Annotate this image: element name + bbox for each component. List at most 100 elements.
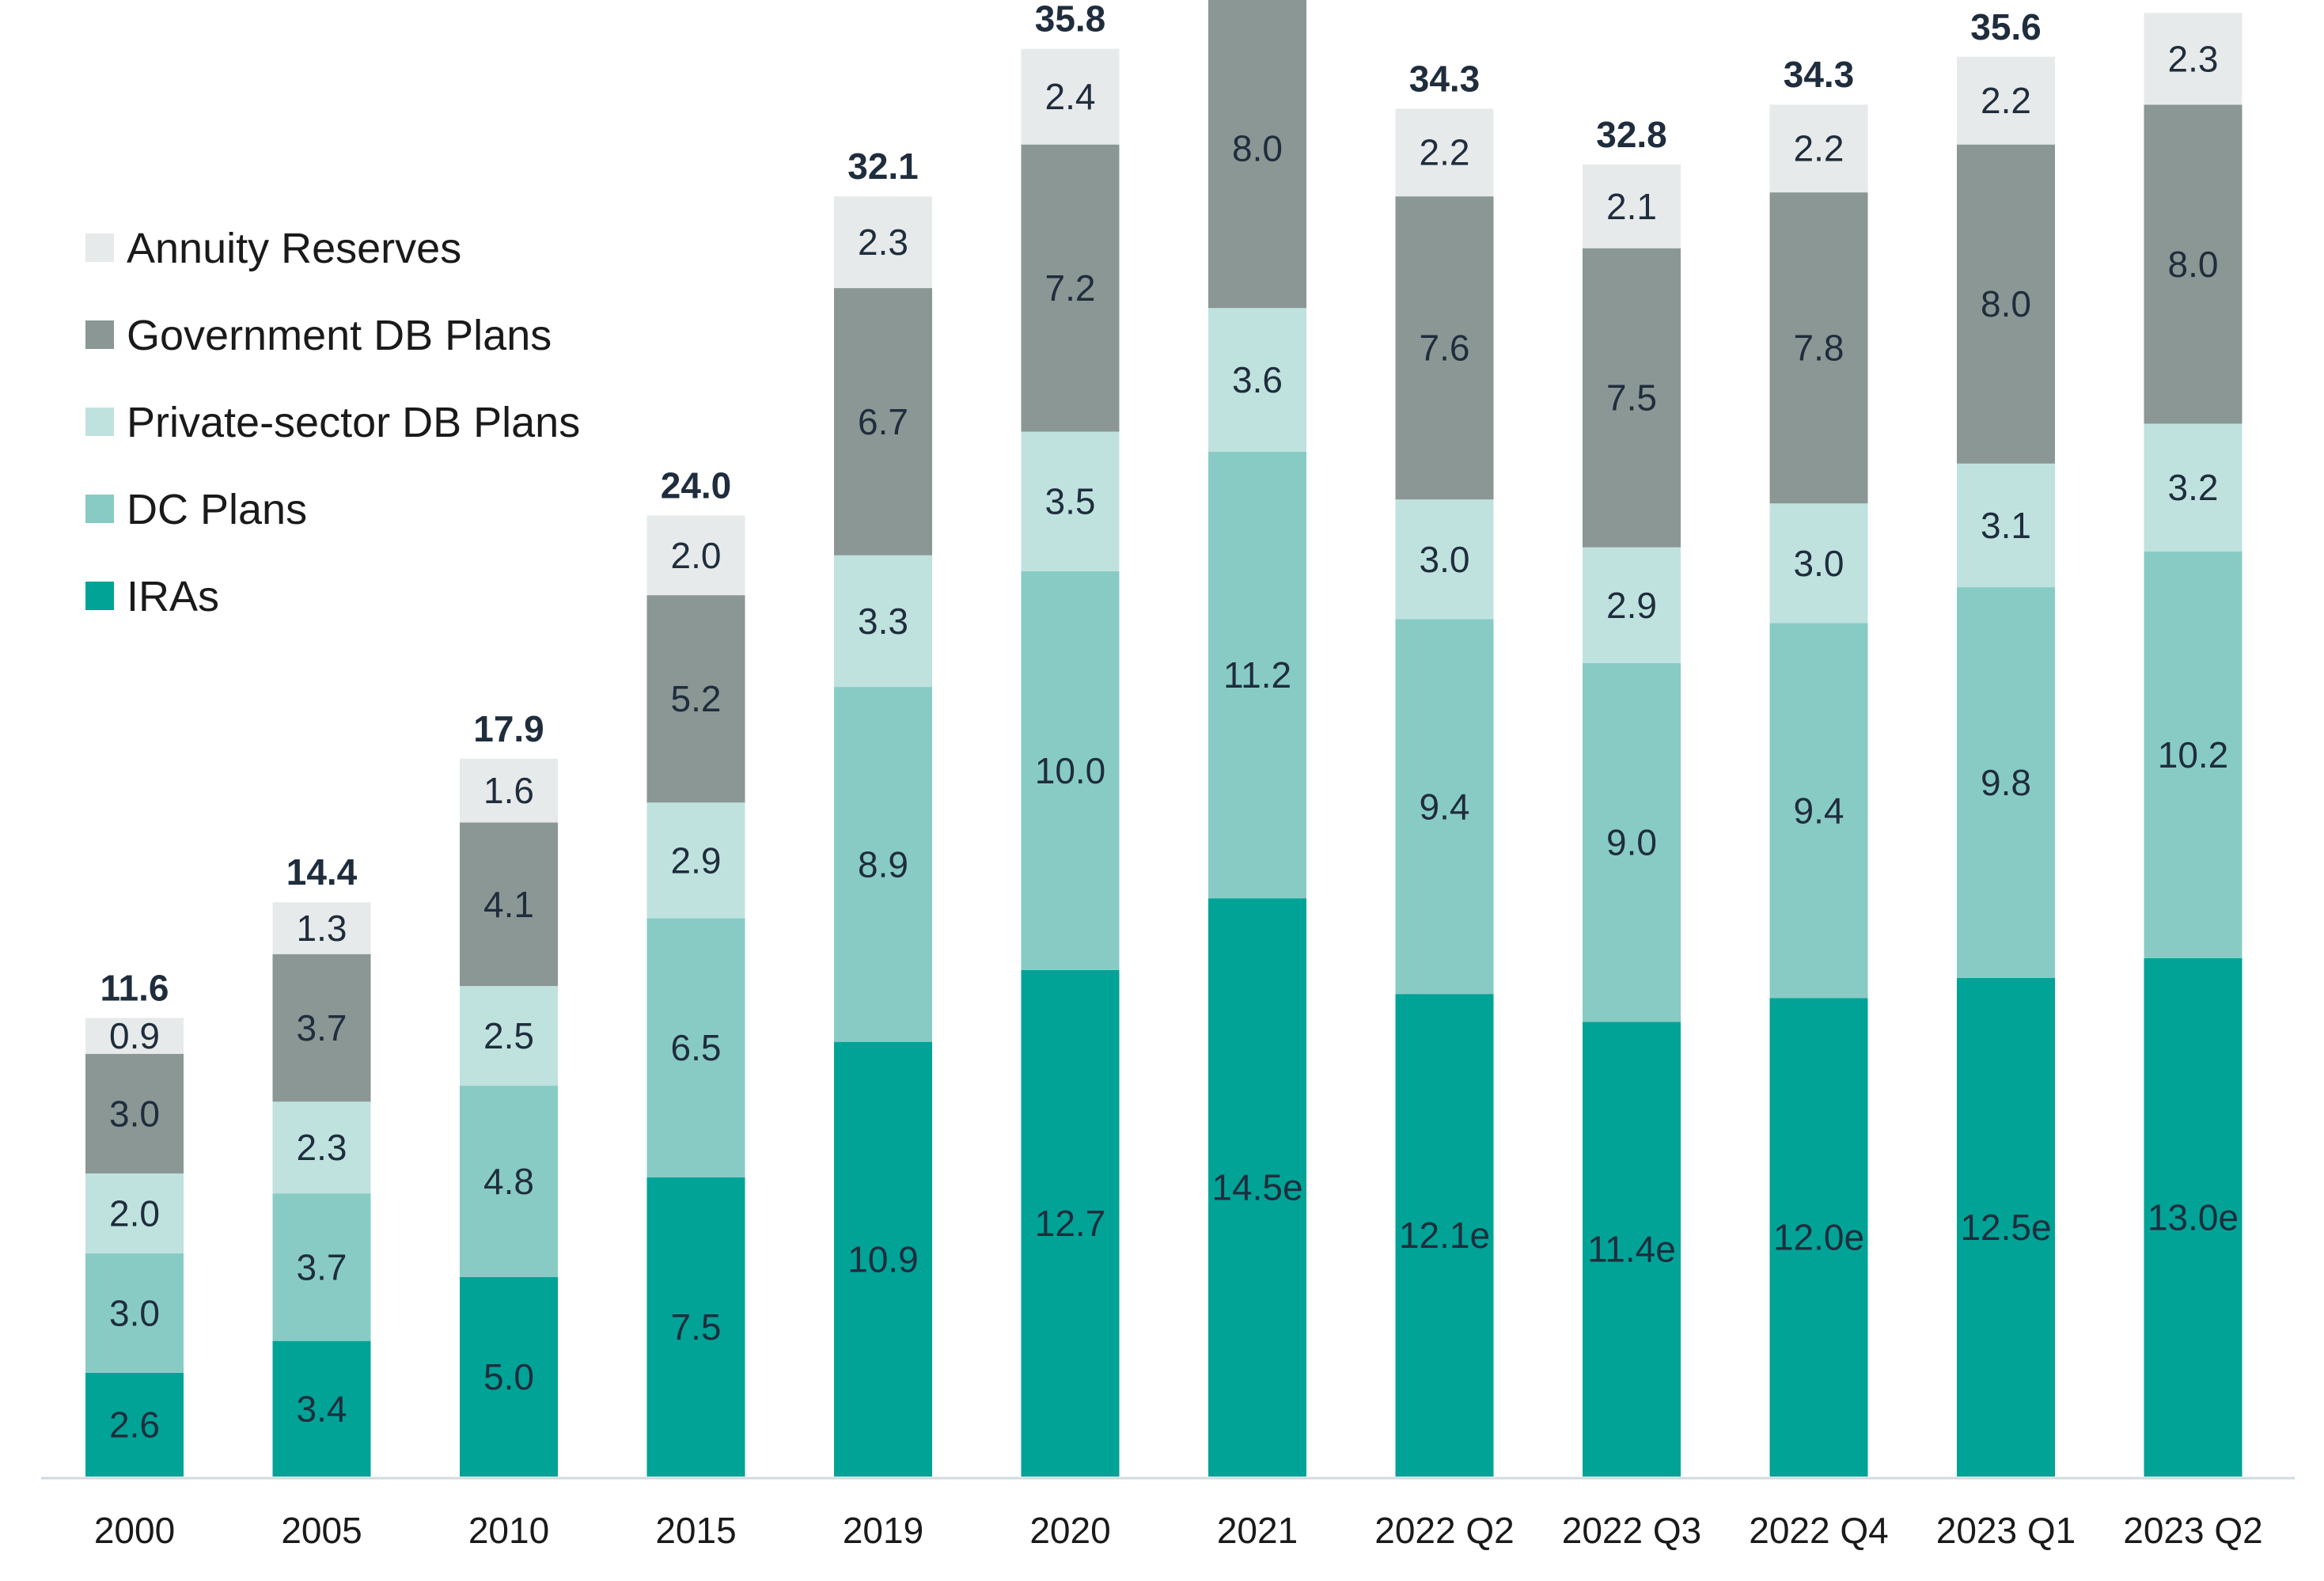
bar-iras-2021 bbox=[1208, 898, 1306, 1477]
data-label-annuity-reserves-2022-q2: 2.2 bbox=[1420, 132, 1470, 173]
bar-annuity-reserves-2019 bbox=[834, 196, 932, 289]
data-label-government-db-plans-2010: 4.1 bbox=[483, 884, 534, 925]
data-label-annuity-reserves-2000: 0.9 bbox=[109, 1015, 160, 1056]
data-label-government-db-plans-2021: 8.0 bbox=[1232, 128, 1283, 169]
bar-annuity-reserves-2005 bbox=[272, 902, 371, 954]
data-label-iras-2023-q2: 13.0e bbox=[2148, 1196, 2239, 1238]
bar-private-sector-db-plans-2022-q2 bbox=[1395, 499, 1494, 620]
bar-private-sector-db-plans-2005 bbox=[272, 1101, 371, 1194]
legend-swatch-dc-plans bbox=[85, 495, 114, 523]
data-label-dc-plans-2022-q4: 9.4 bbox=[1794, 790, 1844, 831]
data-label-private-sector-db-plans-2000: 2.0 bbox=[109, 1192, 160, 1234]
bar-private-sector-db-plans-2022-q3 bbox=[1583, 547, 1681, 663]
bar-iras-2023-q2 bbox=[2144, 957, 2242, 1477]
bar-government-db-plans-2022-q2 bbox=[1395, 196, 1494, 500]
bar-private-sector-db-plans-2010 bbox=[460, 986, 558, 1086]
bar-dc-plans-2019 bbox=[834, 687, 932, 1042]
bar-private-sector-db-plans-2021 bbox=[1208, 308, 1306, 452]
bar-government-db-plans-2022-q3 bbox=[1583, 248, 1681, 548]
x-tick-label-2023-q2: 2023 Q2 bbox=[2123, 1510, 2262, 1551]
bar-government-db-plans-2010 bbox=[460, 822, 558, 987]
bar-private-sector-db-plans-2020 bbox=[1021, 431, 1120, 571]
data-label-private-sector-db-plans-2022-q4: 3.0 bbox=[1794, 543, 1844, 584]
bar-annuity-reserves-2022-q2 bbox=[1395, 108, 1494, 197]
data-label-annuity-reserves-2020: 2.4 bbox=[1045, 76, 1096, 117]
data-label-dc-plans-2021: 11.2 bbox=[1223, 654, 1291, 696]
bar-private-sector-db-plans-2023-q1 bbox=[1957, 463, 2055, 588]
data-label-government-db-plans-2019: 6.7 bbox=[858, 401, 908, 442]
bar-iras-2005 bbox=[272, 1340, 371, 1477]
bar-dc-plans-2005 bbox=[272, 1193, 371, 1341]
legend-swatch-government-db-plans bbox=[85, 320, 114, 349]
data-label-iras-2021: 14.5e bbox=[1211, 1167, 1302, 1208]
total-label-2010: 17.9 bbox=[473, 708, 544, 749]
bar-government-db-plans-2023-q1 bbox=[1957, 144, 2055, 464]
bar-annuity-reserves-2020 bbox=[1021, 48, 1120, 145]
bar-dc-plans-2015 bbox=[646, 918, 745, 1177]
data-label-government-db-plans-2000: 3.0 bbox=[109, 1093, 160, 1134]
data-label-dc-plans-2015: 6.5 bbox=[671, 1027, 722, 1068]
bar-iras-2019 bbox=[834, 1041, 932, 1477]
data-label-annuity-reserves-2023-q1: 2.2 bbox=[1981, 80, 2031, 121]
data-label-dc-plans-2022-q2: 9.4 bbox=[1420, 786, 1470, 827]
x-tick-label-2022-q3: 2022 Q3 bbox=[1562, 1510, 1701, 1551]
x-tick-label-2010: 2010 bbox=[468, 1510, 549, 1551]
data-label-private-sector-db-plans-2019: 3.3 bbox=[858, 601, 908, 642]
data-label-iras-2000: 2.6 bbox=[109, 1404, 160, 1445]
bar-dc-plans-2023-q1 bbox=[1957, 587, 2055, 978]
bar-dc-plans-2023-q2 bbox=[2144, 551, 2242, 958]
total-labels-group: 11.614.417.924.032.135.839.734.332.834.3… bbox=[100, 0, 2229, 1008]
data-label-annuity-reserves-2005: 1.3 bbox=[297, 908, 347, 949]
data-label-dc-plans-2000: 3.0 bbox=[109, 1292, 160, 1333]
bar-government-db-plans-2019 bbox=[834, 288, 932, 555]
segment-labels-group: 2.6 3.0 2.0 3.0 0.9 3.4 3.7 2.3 3.7 1.3 5.0 4.8 2.5 4… bbox=[109, 38, 2239, 1445]
total-label-2015: 24.0 bbox=[661, 464, 732, 506]
bar-dc-plans-2022-q4 bbox=[1769, 623, 1868, 999]
bar-iras-2015 bbox=[646, 1177, 745, 1477]
data-label-private-sector-db-plans-2023-q1: 3.1 bbox=[1981, 505, 2031, 546]
data-label-iras-2015: 7.5 bbox=[671, 1306, 722, 1348]
data-label-iras-2020: 12.7 bbox=[1035, 1203, 1106, 1244]
data-label-annuity-reserves-2022-q3: 2.1 bbox=[1606, 186, 1657, 227]
bar-private-sector-db-plans-2000 bbox=[85, 1173, 184, 1253]
bar-dc-plans-2021 bbox=[1208, 451, 1306, 899]
data-label-dc-plans-2020: 10.0 bbox=[1035, 750, 1106, 791]
data-label-dc-plans-2010: 4.8 bbox=[483, 1161, 534, 1202]
bar-government-db-plans-2022-q4 bbox=[1769, 192, 1868, 504]
x-tick-label-2000: 2000 bbox=[94, 1510, 175, 1551]
data-label-annuity-reserves-2019: 2.3 bbox=[858, 222, 908, 263]
data-label-annuity-reserves-2010: 1.6 bbox=[483, 770, 534, 811]
data-label-government-db-plans-2015: 5.2 bbox=[671, 678, 722, 719]
data-label-dc-plans-2019: 8.9 bbox=[858, 844, 908, 885]
bar-iras-2022-q4 bbox=[1769, 998, 1868, 1477]
x-tick-label-2021: 2021 bbox=[1217, 1510, 1298, 1551]
data-label-private-sector-db-plans-2022-q2: 3.0 bbox=[1420, 539, 1470, 580]
bar-iras-2022-q3 bbox=[1583, 1022, 1681, 1477]
data-label-dc-plans-2005: 3.7 bbox=[297, 1246, 347, 1287]
bar-iras-2010 bbox=[460, 1277, 558, 1477]
data-label-private-sector-db-plans-2021: 3.6 bbox=[1232, 359, 1283, 400]
x-tick-label-2005: 2005 bbox=[281, 1510, 362, 1551]
legend-label-dc-plans: DC Plans bbox=[127, 486, 307, 533]
total-label-2022-q3: 32.8 bbox=[1596, 114, 1667, 155]
total-label-2020: 35.8 bbox=[1035, 0, 1106, 40]
data-label-annuity-reserves-2015: 2.0 bbox=[671, 535, 722, 576]
data-label-government-db-plans-2005: 3.7 bbox=[297, 1007, 347, 1048]
bar-dc-plans-2020 bbox=[1021, 571, 1120, 970]
data-label-government-db-plans-2022-q3: 7.5 bbox=[1606, 377, 1657, 419]
data-label-annuity-reserves-2023-q2: 2.3 bbox=[2168, 38, 2219, 79]
legend-swatch-iras bbox=[85, 582, 114, 610]
x-tick-labels-group: 2000 2005 2010 2015 2019 2020 2021 2022 Q2 2022 … bbox=[94, 1510, 2263, 1551]
bar-dc-plans-2022-q2 bbox=[1395, 619, 1494, 995]
legend-swatch-private-sector-db-plans bbox=[85, 408, 114, 436]
data-label-iras-2023-q1: 12.5e bbox=[1960, 1207, 2051, 1248]
data-label-private-sector-db-plans-2005: 2.3 bbox=[297, 1127, 347, 1168]
bar-government-db-plans-2005 bbox=[272, 954, 371, 1102]
data-label-private-sector-db-plans-2010: 2.5 bbox=[483, 1015, 534, 1056]
x-tick-label-2019: 2019 bbox=[843, 1510, 923, 1551]
bar-dc-plans-2000 bbox=[85, 1253, 184, 1373]
legend-label-government-db-plans: Government DB Plans bbox=[127, 312, 552, 359]
x-tick-label-2020: 2020 bbox=[1029, 1510, 1110, 1551]
legend: Annuity Reserves Government DB Plans Priva… bbox=[85, 225, 580, 620]
total-label-2022-q4: 34.3 bbox=[1784, 54, 1855, 95]
